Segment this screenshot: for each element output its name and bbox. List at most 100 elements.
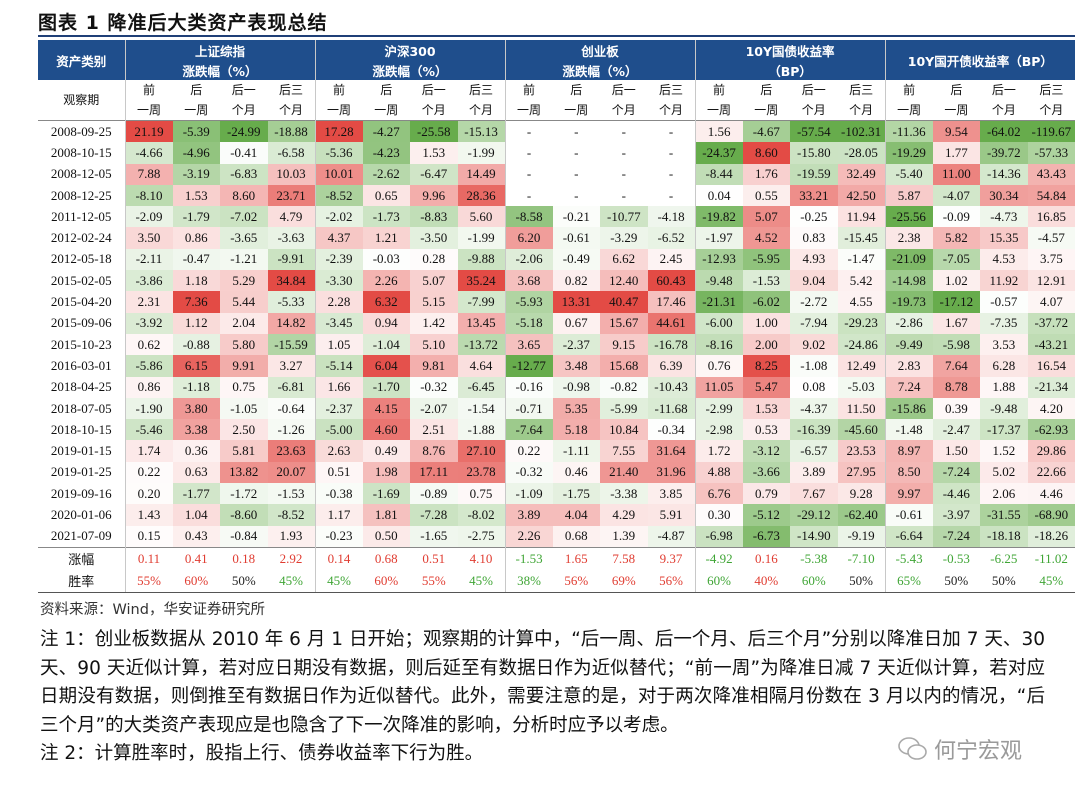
date: 2018-07-05	[50, 400, 112, 416]
value-cell: 0.53	[742, 419, 791, 441]
value-cell: 31.64	[647, 440, 696, 462]
value-cell: 3.89	[504, 504, 553, 526]
value-cell: 8.60	[742, 142, 791, 164]
value-cell: 4.52	[742, 227, 791, 249]
data-row: 2008-12-05 7.88 -3.19 -6.83 10.03 10.01 -2.62-…	[38, 163, 1076, 185]
value-cell: 1.76	[742, 163, 791, 185]
value-cell: 1.81	[362, 504, 411, 526]
value-cell: 5.47	[742, 376, 791, 398]
value-cell: -2.07	[410, 397, 458, 420]
date: 2008-12-25	[50, 187, 112, 203]
value-cell: 1.53	[742, 397, 791, 420]
summary-cell: 45%	[267, 569, 316, 593]
value-cell: 7.64	[932, 355, 981, 377]
value-cell: -4.27	[362, 120, 411, 143]
value-cell: -7.02	[220, 206, 268, 228]
value-cell: -	[621, 144, 626, 160]
period-line: 个月	[1039, 103, 1064, 117]
value-cell: -15.86	[884, 397, 933, 420]
date: 2015-09-06	[50, 315, 112, 331]
value-cell: -1.48	[884, 419, 933, 441]
summary-row: 胜率 55% 60% 50% 45% 45% 60% 55% 45% 38% 56% 69% 56% 60…	[38, 569, 1076, 593]
summary-label: 胜率	[38, 569, 125, 593]
value-cell: -8.10	[124, 184, 173, 207]
value-cell: 1.53	[172, 184, 220, 207]
value-cell: 0.22	[504, 440, 553, 462]
value-cell: -5.46	[124, 419, 173, 441]
value-cell: 13.31	[552, 291, 601, 313]
value-cell: -5.00	[314, 419, 363, 441]
value-cell: 1.66	[314, 376, 363, 398]
value-cell: -57.54	[790, 120, 838, 143]
value-cell: -37.72	[1027, 312, 1076, 334]
value-cell: -1.18	[172, 376, 220, 398]
value-cell: -3.29	[600, 227, 648, 249]
period: 后一周	[173, 80, 221, 121]
value-cell: -2.11	[124, 248, 173, 271]
value-cell: -5.95	[742, 248, 791, 271]
value-cell: 7.88	[124, 163, 173, 185]
value-cell: -1.75	[552, 483, 601, 505]
figure-title: 图表 1 降准后大类资产表现总结	[38, 12, 328, 34]
value-cell: 3.80	[172, 397, 220, 420]
value-cell: -7.64	[504, 419, 553, 441]
value-cell: 23.63	[267, 440, 316, 462]
summary-cell: 60%	[172, 569, 220, 593]
value-cell: 1.39	[600, 525, 648, 548]
data-row: 2018-10-15 -5.46 3.38 2.50 -1.26 -5.00 4.60 2.5…	[38, 419, 1076, 441]
value-cell: -1.69	[362, 483, 411, 505]
watermark-text: 何宁宏观	[934, 739, 1023, 764]
summary-cell: 69%	[600, 569, 648, 593]
period-line: 一周	[707, 103, 732, 117]
period-line: 个月	[849, 103, 874, 117]
value-cell: 5.44	[220, 291, 268, 313]
value-cell: 3.50	[124, 227, 173, 249]
value-cell: 7.24	[884, 376, 933, 398]
value-cell: -9.48	[980, 397, 1028, 420]
value-cell: -	[504, 120, 553, 143]
period-line: 后一	[231, 83, 256, 97]
value-cell: 3.53	[980, 333, 1028, 356]
value-cell: 9.91	[220, 355, 268, 377]
value-cell: 9.96	[410, 184, 458, 207]
value-cell: -24.37	[694, 142, 743, 164]
value-cell: 3.48	[552, 355, 601, 377]
summary-cell: -6.25	[980, 546, 1028, 570]
value-cell: -0.32	[410, 376, 458, 398]
value-cell: -8.44	[694, 163, 743, 185]
summary-cell: 7.58	[600, 546, 648, 570]
period: 后一 个月	[600, 80, 648, 121]
value-cell: 1.93	[267, 525, 316, 548]
value-cell: 8.97	[884, 440, 933, 462]
period: 前一周	[694, 80, 743, 121]
value-cell: -2.62	[362, 163, 411, 185]
value-cell: 0.39	[932, 397, 981, 420]
value-cell: 0.79	[742, 483, 791, 505]
value-cell: 4.53	[980, 248, 1028, 271]
summary-cell: 0.68	[362, 546, 411, 570]
period-line: 个月	[469, 103, 494, 117]
value-cell: -0.41	[220, 142, 268, 164]
value-cell: -64.02	[980, 120, 1028, 143]
value-cell: -0.23	[314, 525, 363, 548]
value-cell: 0.49	[362, 440, 411, 462]
period-line: 前	[333, 83, 346, 97]
value-cell: 15.35	[980, 227, 1028, 249]
summary-label: 涨幅	[38, 546, 125, 570]
value-cell: -0.16	[504, 376, 553, 398]
value-cell: -8.58	[504, 206, 553, 228]
summary-cell: -11.02	[1027, 546, 1076, 570]
value-cell: -1.97	[694, 227, 743, 249]
data-row: 2016-03-01 -5.86 6.15 9.91 3.27 -5.14 6.04 9.81…	[38, 355, 1076, 377]
value-cell: 60.43	[647, 270, 696, 292]
value-cell: -62.93	[1027, 419, 1076, 441]
summary-cell: 38%	[504, 569, 553, 593]
value-cell: 2.38	[884, 227, 933, 249]
value-cell: -	[552, 120, 601, 143]
data-row: 2008-09-25 21.19 -5.39 -24.99 -18.88 17.28 -4.…	[38, 120, 1076, 143]
header-row: 资产类别 上证综指 沪深300 创业板 10Y国债收益率 10Y国开债收益率（BP）	[38, 40, 1076, 80]
date: 2015-04-20	[50, 294, 112, 310]
value-cell: -7.24	[932, 461, 981, 484]
value-cell: -3.38	[600, 483, 648, 505]
value-cell: 5.18	[552, 419, 601, 441]
